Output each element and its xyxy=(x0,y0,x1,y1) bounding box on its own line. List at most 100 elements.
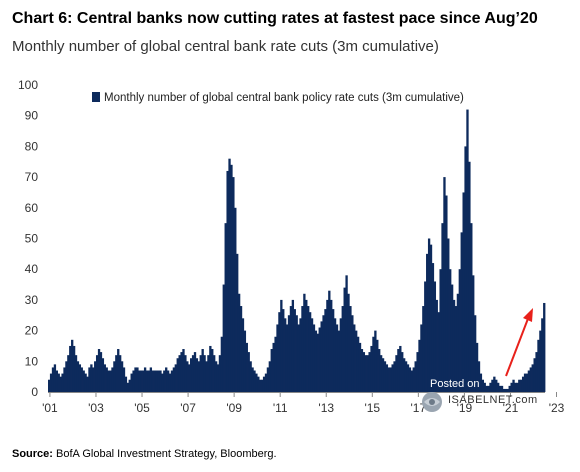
bar xyxy=(385,364,389,392)
bar xyxy=(249,361,252,392)
bar xyxy=(67,355,70,392)
bar xyxy=(239,306,243,392)
bar xyxy=(437,312,440,392)
bar xyxy=(458,269,461,392)
bar xyxy=(477,361,481,392)
bar xyxy=(470,223,473,392)
x-tick-label: '09 xyxy=(226,401,242,415)
bar xyxy=(172,367,176,392)
bar xyxy=(97,349,101,392)
bar xyxy=(268,361,271,392)
bar xyxy=(117,349,120,392)
y-tick-label: 0 xyxy=(31,385,38,399)
bar xyxy=(48,379,51,392)
bar xyxy=(491,379,494,392)
bar xyxy=(301,306,304,392)
bar xyxy=(320,321,323,392)
source-label: Source: xyxy=(12,448,53,460)
bar xyxy=(143,367,147,392)
bar xyxy=(483,382,486,392)
bar xyxy=(535,352,538,392)
bar xyxy=(445,195,448,392)
bar xyxy=(59,376,62,392)
bar xyxy=(393,361,396,392)
bar xyxy=(262,376,266,392)
bar xyxy=(518,379,521,392)
bar xyxy=(163,370,166,392)
bar xyxy=(533,358,536,392)
bar xyxy=(253,370,256,392)
bar xyxy=(155,370,158,392)
bar xyxy=(224,223,227,392)
bar xyxy=(443,177,446,392)
bar xyxy=(228,158,231,392)
bar xyxy=(339,318,342,392)
bar xyxy=(120,361,124,392)
y-tick-label: 10 xyxy=(25,354,39,368)
bar xyxy=(435,299,438,392)
bar xyxy=(232,177,235,392)
bar xyxy=(333,318,337,392)
bar xyxy=(105,367,108,392)
bar xyxy=(408,367,412,392)
bar xyxy=(427,238,431,392)
bar xyxy=(316,333,319,392)
bar xyxy=(255,373,258,392)
bar xyxy=(487,385,490,392)
bar xyxy=(328,290,331,392)
x-tick-label: '05 xyxy=(134,401,150,415)
bar xyxy=(126,382,129,392)
bar xyxy=(74,355,78,392)
bar xyxy=(278,312,281,392)
bar xyxy=(251,367,254,392)
x-tick-label: '03 xyxy=(88,401,104,415)
bar xyxy=(462,192,465,392)
y-tick-label: 90 xyxy=(25,109,39,123)
bar xyxy=(132,370,135,392)
bar xyxy=(168,373,172,392)
bar xyxy=(138,370,141,392)
bar xyxy=(376,339,379,392)
bar xyxy=(209,345,212,392)
bar xyxy=(61,373,64,392)
bar xyxy=(404,361,408,392)
bar xyxy=(261,379,264,392)
bar xyxy=(203,355,206,392)
bar xyxy=(399,345,402,392)
bar xyxy=(276,324,279,392)
bar xyxy=(99,352,103,392)
bar xyxy=(439,269,442,392)
bar xyxy=(230,164,233,392)
bar xyxy=(134,367,137,392)
bar xyxy=(159,370,162,392)
bar xyxy=(201,349,204,392)
bar xyxy=(489,382,492,392)
trend-arrow-line xyxy=(505,315,530,377)
bar xyxy=(205,361,208,392)
bar xyxy=(245,342,248,392)
watermark-posted: Posted on xyxy=(430,378,480,390)
source-text: BofA Global Investment Strategy, Bloombe… xyxy=(56,448,277,460)
bar xyxy=(466,109,469,392)
y-tick-label: 100 xyxy=(18,78,38,92)
bar xyxy=(266,367,270,392)
bar xyxy=(180,352,183,392)
bar-series xyxy=(48,109,546,392)
bar xyxy=(356,336,360,392)
bar xyxy=(165,367,168,392)
bar xyxy=(287,315,291,392)
bar xyxy=(474,315,477,392)
bar xyxy=(493,376,496,392)
bar xyxy=(525,373,529,392)
bar xyxy=(71,339,74,392)
bar xyxy=(358,342,362,392)
bar xyxy=(500,385,504,392)
bar xyxy=(343,287,346,392)
bar xyxy=(345,275,348,392)
bar xyxy=(272,342,275,392)
bar xyxy=(481,379,484,392)
bar xyxy=(447,238,450,392)
bar xyxy=(147,370,151,392)
x-tick-label: '01 xyxy=(42,401,58,415)
bar xyxy=(69,345,72,392)
